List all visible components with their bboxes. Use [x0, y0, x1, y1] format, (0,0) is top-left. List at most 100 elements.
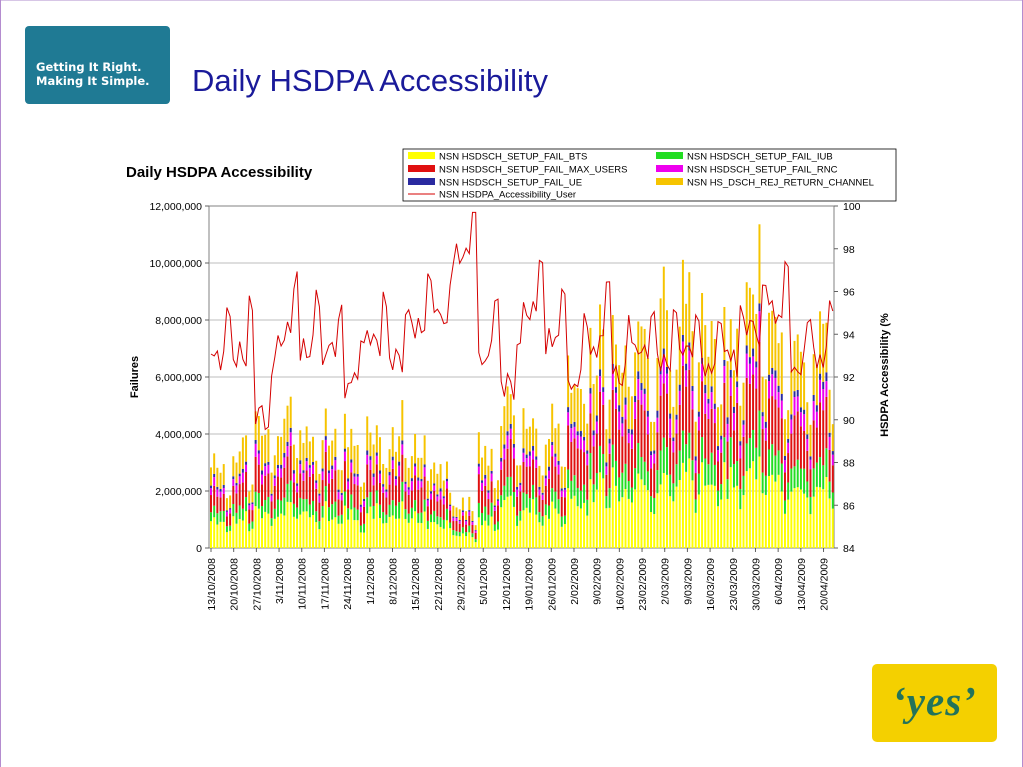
bar-segment	[665, 310, 668, 367]
bar-segment	[394, 476, 397, 480]
bar-segment	[732, 464, 735, 488]
bar-segment	[273, 508, 276, 519]
bar-segment	[557, 423, 560, 461]
bar-segment	[697, 416, 700, 431]
bar-segment	[213, 453, 216, 474]
bar-segment	[563, 489, 566, 498]
bar-segment	[554, 456, 557, 467]
bar-segment	[608, 438, 611, 444]
bar-segment	[774, 370, 777, 378]
bar-segment	[308, 476, 311, 505]
bar-segment	[563, 466, 566, 488]
bar-segment	[327, 521, 330, 548]
bar-segment	[385, 467, 388, 490]
bar-segment	[586, 450, 589, 454]
bar-segment	[544, 504, 547, 516]
x-tick-label: 9/03/2009	[682, 558, 694, 605]
bar-segment	[251, 502, 254, 505]
x-tick-label: 6/04/2009	[773, 558, 785, 605]
bar-segment	[656, 357, 659, 411]
bar-segment	[280, 500, 283, 514]
bar-segment	[471, 524, 474, 534]
bar-segment	[257, 453, 260, 465]
bar-segment	[551, 441, 554, 446]
bar-segment	[210, 512, 212, 522]
bar-segment	[538, 512, 541, 523]
bar-segment	[353, 484, 356, 508]
bar-segment	[439, 491, 442, 500]
bar-segment	[736, 402, 739, 462]
bar-segment	[229, 495, 232, 509]
bar-segment	[516, 515, 519, 526]
bar-segment	[796, 389, 799, 397]
bar-segment	[385, 489, 388, 492]
bar-segment	[809, 496, 812, 515]
bar-segment	[241, 437, 244, 469]
bar-segment	[465, 511, 468, 520]
bar-segment	[245, 464, 248, 473]
bar-segment	[481, 482, 484, 491]
bar-segment	[452, 521, 455, 531]
bar-segment	[662, 473, 665, 548]
bar-segment	[595, 421, 598, 434]
bar-segment	[372, 505, 375, 519]
bar-segment	[659, 450, 662, 485]
bar-segment	[579, 388, 582, 432]
bar-segment	[251, 521, 254, 529]
bar-segment	[452, 505, 455, 517]
bar-segment	[831, 508, 834, 548]
bar-segment	[589, 393, 592, 414]
bar-segment	[382, 512, 385, 524]
bar-segment	[650, 455, 653, 469]
bar-segment	[503, 459, 506, 486]
slide-title: Daily HSDPA Accessibility	[192, 63, 549, 98]
x-tick-label: 17/11/2008	[319, 558, 331, 610]
bar-segment	[755, 388, 758, 448]
bar-segment	[726, 361, 729, 418]
bar-segment	[484, 445, 487, 475]
bar-segment	[783, 500, 786, 514]
bar-segment	[225, 511, 228, 517]
bar-segment	[803, 414, 806, 431]
bar-segment	[608, 507, 611, 548]
bar-segment	[321, 471, 324, 481]
bar-segment	[704, 393, 707, 414]
bar-segment	[624, 463, 627, 490]
bar-segment	[803, 493, 806, 548]
bar-segment	[790, 433, 793, 469]
bar-segment	[273, 475, 276, 479]
bar-segment	[707, 398, 710, 404]
bar-segment	[611, 467, 614, 548]
bar-segment	[688, 458, 691, 548]
bar-segment	[401, 454, 404, 482]
bar-segment	[439, 488, 442, 492]
bar-segment	[538, 489, 541, 496]
bar-segment	[675, 433, 678, 465]
bar-segment	[650, 421, 653, 452]
bar-segment	[563, 497, 566, 516]
bar-segment	[726, 479, 729, 499]
bar-segment	[372, 485, 375, 506]
bar-segment	[417, 480, 420, 490]
bar-segment	[324, 486, 327, 502]
bar-segment	[379, 473, 381, 483]
bar-segment	[359, 512, 362, 526]
bar-segment	[793, 340, 796, 392]
bar-segment	[774, 377, 777, 400]
bar-segment	[436, 496, 439, 502]
bar-segment	[312, 515, 315, 548]
bar-segment	[468, 496, 471, 511]
bar-segment	[544, 515, 547, 548]
bar-segment	[717, 450, 719, 462]
bar-segment	[353, 520, 356, 548]
bar-segment	[717, 407, 719, 447]
bar-segment	[774, 399, 777, 456]
bar-segment	[777, 407, 780, 451]
bar-segment	[758, 224, 761, 304]
bar-segment	[659, 395, 662, 451]
bar-segment	[516, 525, 519, 548]
bar-segment	[717, 461, 719, 491]
bar-segment	[812, 468, 815, 497]
legend-label: NSN HSDSCH_SETUP_FAIL_RNC	[687, 165, 838, 176]
bar-segment	[627, 498, 630, 548]
